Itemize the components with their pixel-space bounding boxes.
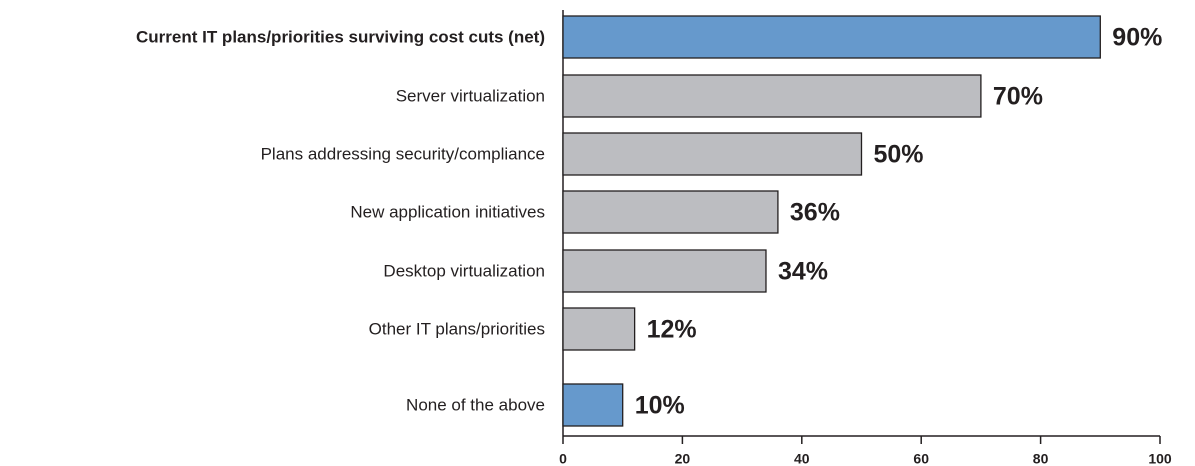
bar [562, 74, 982, 118]
bar [562, 383, 624, 427]
category-label: Desktop virtualization [383, 261, 545, 280]
value-label: 12% [647, 316, 697, 344]
value-label: 90% [1112, 24, 1162, 52]
bar [562, 15, 1101, 59]
bar [562, 132, 863, 176]
x-tick-label: 40 [794, 451, 810, 466]
x-tick-label: 100 [1148, 451, 1172, 466]
value-label: 36% [790, 199, 840, 227]
bar [562, 249, 767, 293]
value-label: 70% [993, 83, 1043, 111]
category-label: Plans addressing security/compliance [261, 144, 545, 163]
x-tick-label: 60 [913, 451, 929, 466]
bar [562, 307, 636, 351]
category-label: New application initiatives [350, 202, 545, 221]
value-label: 34% [778, 258, 828, 286]
category-label: Other IT plans/priorities [369, 319, 545, 338]
category-label: Current IT plans/priorities surviving co… [136, 27, 545, 46]
x-tick-label: 20 [675, 451, 691, 466]
category-label: Server virtualization [396, 86, 545, 105]
x-tick-label: 0 [559, 451, 567, 466]
bar [562, 190, 779, 234]
value-label: 10% [635, 392, 685, 420]
value-label: 50% [874, 141, 924, 169]
x-tick-label: 80 [1033, 451, 1049, 466]
category-label: None of the above [406, 395, 545, 414]
